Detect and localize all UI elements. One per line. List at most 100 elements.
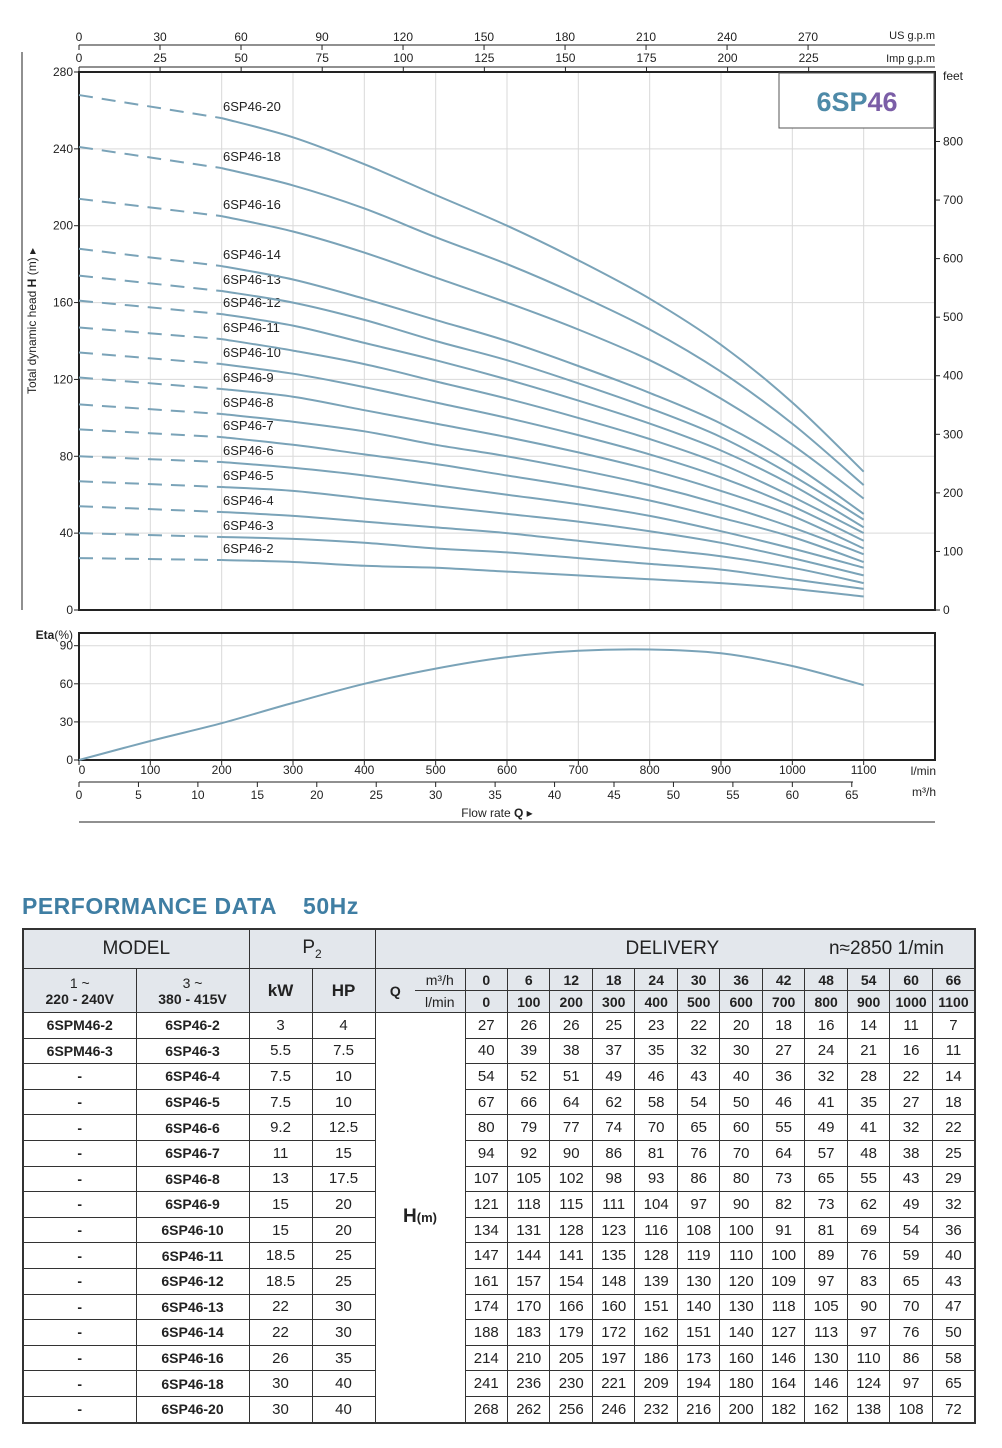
head-value: 81 (804, 1216, 848, 1244)
head-value: 14 (931, 1063, 976, 1090)
head-value: 262 (506, 1395, 551, 1424)
curve-label: 6SP46-7 (223, 418, 274, 433)
curve-dashed-6SP46-6 (78, 455, 222, 464)
q-lmin-8: 800 (804, 990, 848, 1013)
curve-6SP46-6 (221, 461, 864, 569)
us-gpm-tick: 240 (717, 30, 737, 44)
unit-lmin: l/min (415, 990, 466, 1013)
head-value: 55 (761, 1114, 806, 1141)
table-row: -6SP46-11 18.5 25 147 144 141 135 128 119 110 100 8… (22, 1242, 976, 1269)
lpm-tick: 900 (711, 763, 731, 777)
head-value: 20 (719, 1012, 763, 1039)
head-value: 67 (464, 1088, 509, 1116)
head-value: 92 (506, 1139, 551, 1167)
head-value: 69 (846, 1216, 891, 1244)
model-1ph: 6SPM46-2 (22, 1012, 137, 1039)
curve-label: 6SP46-9 (223, 370, 274, 385)
power-kw: 30 (248, 1395, 313, 1424)
table-row: -6SP46-10 15 20 134 131 128 123 116 108 100 91 81 69… (22, 1216, 976, 1244)
head-value: 86 (676, 1165, 721, 1193)
head-value: 119 (676, 1242, 721, 1269)
head-value: 93 (634, 1165, 678, 1193)
us-gpm-tick: 210 (636, 30, 656, 44)
power-kw: 18.5 (248, 1242, 313, 1269)
curve-dashed-6SP46-13 (78, 274, 222, 293)
q-m3h-9: 54 (846, 968, 891, 991)
head-value: 151 (634, 1293, 678, 1321)
model-badge-box (778, 72, 935, 129)
head-value: 54 (464, 1063, 509, 1090)
m3h-tick: 35 (488, 788, 502, 802)
head-value: 21 (846, 1037, 891, 1065)
head-value: 27 (761, 1037, 806, 1065)
head-value: 46 (761, 1088, 806, 1116)
head-value: 146 (761, 1344, 806, 1372)
curve-6SP46-18 (221, 167, 865, 486)
head-value: 130 (719, 1293, 763, 1321)
head-value: 107 (464, 1165, 509, 1193)
head-value: 70 (889, 1293, 933, 1321)
head-value: 166 (549, 1293, 593, 1321)
head-value: 162 (634, 1319, 678, 1346)
head-value: 65 (804, 1165, 848, 1193)
m3h-tick: 0 (76, 788, 83, 802)
power-kw: 11 (248, 1139, 313, 1167)
head-value: 40 (719, 1063, 763, 1090)
power-hp: 25 (311, 1267, 376, 1295)
head-value: 79 (506, 1114, 551, 1141)
head-value: 55 (846, 1165, 891, 1193)
head-y-tick: 280 (53, 65, 73, 79)
head-value: 22 (676, 1012, 721, 1039)
us-gpm-tick: 30 (153, 30, 167, 44)
single-phase-header: 1 ~220 - 240V (22, 968, 137, 1013)
head-value: 147 (464, 1242, 509, 1269)
q-lmin-5: 500 (676, 990, 721, 1013)
head-value: 160 (591, 1293, 636, 1321)
head-value: 183 (506, 1319, 551, 1346)
m3h-label: m³/h (912, 785, 936, 799)
head-value: 140 (676, 1293, 721, 1321)
unit-m3h: m³/h (415, 968, 466, 991)
feet-tick: 700 (943, 193, 963, 207)
us-gpm-tick: 180 (555, 30, 575, 44)
head-value: 97 (889, 1370, 933, 1397)
imp-gpm-tick: 200 (718, 51, 738, 65)
m3h-tick: 10 (191, 788, 205, 802)
head-y-tick: 80 (60, 449, 74, 463)
head-value: 86 (889, 1344, 933, 1372)
head-value: 172 (591, 1319, 636, 1346)
head-value: 205 (549, 1344, 593, 1372)
model-1ph: 6SPM46-3 (22, 1037, 137, 1065)
curve-dashed-6SP46-7 (78, 428, 222, 439)
power-kw: 13 (248, 1165, 313, 1193)
eta-y-tick: 60 (60, 677, 74, 691)
head-value: 139 (634, 1267, 678, 1295)
head-value: 216 (676, 1395, 721, 1424)
head-value: 24 (804, 1037, 848, 1065)
head-value: 51 (549, 1063, 593, 1090)
head-value: 98 (591, 1165, 636, 1193)
power-kw: 30 (248, 1370, 313, 1397)
head-value: 100 (761, 1242, 806, 1269)
head-value: 157 (506, 1267, 551, 1295)
power-hp: 40 (311, 1370, 376, 1397)
power-hp: 25 (311, 1242, 376, 1269)
head-value: 70 (719, 1139, 763, 1167)
feet-tick: 400 (943, 369, 963, 383)
eta-y-tick: 90 (60, 639, 74, 653)
three-phase-header: 3 ~380 - 415V (135, 968, 250, 1013)
curve-6SP46-9 (221, 388, 865, 550)
head-value: 162 (804, 1395, 848, 1424)
curve-label: 6SP46-10 (223, 345, 281, 360)
curve-6SP46-10 (221, 363, 865, 542)
head-value: 124 (846, 1370, 891, 1397)
model-1ph: - (22, 1242, 137, 1269)
q-lmin-6: 600 (719, 990, 763, 1013)
delivery-header: DELIVERY n≈2850 1/min (374, 928, 976, 969)
head-value: 170 (506, 1293, 551, 1321)
table-row: -6SP46-16 26 35 214 210 205 197 186 173 160 146 130… (22, 1344, 976, 1372)
table-row: 6SPM46-3 6SP46-3 5.5 7.5 40 39 38 37 35 32 30 27 24 2… (22, 1037, 976, 1065)
head-value: 232 (634, 1395, 678, 1424)
head-value: 108 (676, 1216, 721, 1244)
curve-label: 6SP46-5 (223, 468, 274, 483)
